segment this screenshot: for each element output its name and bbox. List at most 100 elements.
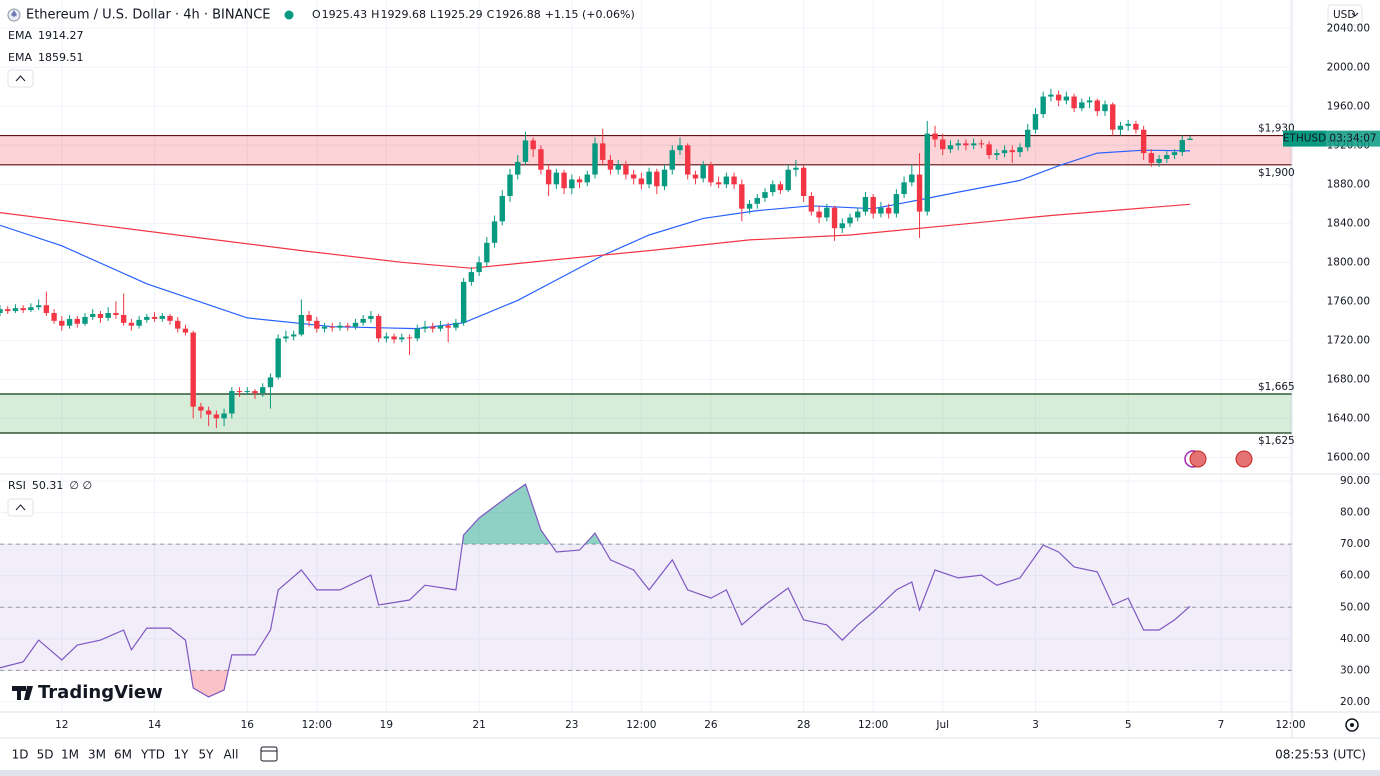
candle-body: [1071, 96, 1077, 109]
candle-body: [1048, 94, 1054, 97]
range-button[interactable]: 5D: [37, 748, 54, 762]
candle-body: [290, 334, 297, 337]
candle-body: [978, 143, 985, 145]
legend-value: 1914.27: [38, 29, 84, 42]
candle-body: [909, 174, 915, 183]
x-tick-label: 14: [148, 719, 162, 731]
y-tick-label: 1760.00: [1327, 295, 1370, 307]
candle-body: [128, 322, 135, 326]
y-tick-label: 50.00: [1340, 601, 1370, 613]
legend-name: RSI: [8, 479, 26, 492]
x-tick-label: 28: [797, 719, 810, 731]
candle-body: [66, 318, 73, 326]
candle-body: [1102, 104, 1108, 112]
candle-body: [1110, 104, 1116, 130]
candle-body: [414, 328, 420, 339]
legend-name: EMA: [8, 51, 32, 64]
chart-title: Ethereum / U.S. Dollar · 4h · BINANCE: [26, 8, 271, 23]
range-button[interactable]: 6M: [114, 748, 132, 762]
collapse-button[interactable]: [7, 69, 34, 88]
candle-body: [1001, 150, 1008, 154]
candle-body: [430, 326, 436, 329]
candle-body: [213, 414, 220, 419]
candle-body: [862, 196, 869, 212]
candle-body: [777, 184, 784, 191]
currency-button[interactable]: [1327, 4, 1363, 26]
price-tag-symbol: ETHUSD: [1283, 133, 1326, 145]
event-flag[interactable]: [1189, 450, 1207, 468]
candle-body: [476, 262, 482, 273]
candle-body: [963, 143, 969, 146]
candle-body: [932, 133, 938, 140]
x-tick-label: 21: [472, 719, 485, 731]
candle-body: [824, 207, 830, 218]
candle-body: [221, 413, 227, 419]
candle-body: [646, 171, 652, 185]
candle-body: [800, 167, 807, 197]
candle-body: [661, 169, 668, 187]
range-button[interactable]: 5Y: [199, 748, 215, 762]
y-tick-label: 80.00: [1340, 507, 1370, 519]
y-tick-label: 60.00: [1340, 570, 1370, 582]
range-button[interactable]: YTD: [140, 748, 165, 762]
price-tag: [1283, 130, 1326, 147]
candle-body: [321, 326, 328, 329]
candle-body: [360, 318, 366, 323]
candle-body: [708, 164, 714, 183]
candle-body: [51, 313, 57, 321]
candle-body: [1032, 114, 1039, 130]
candle-body: [35, 305, 42, 308]
candle-body: [399, 337, 405, 340]
currency: USD: [1333, 9, 1355, 21]
candle-body: [1164, 155, 1170, 159]
ohlc-value: 1925.43: [322, 8, 368, 21]
candle-body: [1040, 96, 1046, 115]
candle-body: [1117, 125, 1124, 130]
y-tick-label: 1960.00: [1327, 100, 1370, 112]
candle-body: [847, 217, 853, 224]
x-tick-label: 12:00: [1275, 719, 1305, 731]
y-tick-label: 20.00: [1340, 696, 1370, 708]
settings-icon[interactable]: [1345, 718, 1359, 732]
candle-body: [375, 315, 382, 339]
date-range-icon[interactable]: [260, 746, 278, 762]
range-button[interactable]: 3M: [88, 748, 106, 762]
range-button[interactable]: 1D: [12, 748, 29, 762]
candle-body: [700, 164, 706, 179]
range-button[interactable]: All: [224, 748, 239, 762]
candle-body: [1125, 123, 1131, 126]
range-button[interactable]: 1Y: [174, 748, 190, 762]
candle-body: [569, 179, 575, 189]
candle-body: [808, 196, 815, 212]
x-tick-label: 23: [565, 719, 578, 731]
candle-body: [120, 314, 127, 323]
candle-body: [615, 164, 621, 170]
candle-body: [723, 176, 730, 185]
candle-body: [1171, 152, 1178, 156]
candle-body: [329, 326, 335, 328]
candle-body: [739, 184, 745, 209]
candle-body: [460, 281, 467, 323]
candle-body: [1187, 138, 1193, 141]
candle-body: [314, 320, 320, 329]
candle-body: [236, 391, 243, 393]
event-flag[interactable]: [1235, 450, 1253, 468]
candle-body: [190, 332, 196, 407]
candle-body: [260, 387, 266, 394]
candle-body: [74, 318, 80, 324]
candle-body: [298, 314, 305, 335]
candle-body: [283, 336, 289, 339]
candle-body: [12, 308, 19, 312]
price-tag-countdown-text: 03:34:07: [1329, 133, 1376, 145]
currency-chevron: [1351, 12, 1359, 17]
collapse-button[interactable]: [7, 498, 34, 517]
candle-body: [715, 182, 722, 185]
y-tick-label: 40.00: [1340, 633, 1370, 645]
candle-body: [468, 272, 475, 282]
candle-body: [654, 171, 660, 187]
candle-body: [947, 145, 954, 150]
legend-name: EMA: [8, 29, 32, 42]
range-button[interactable]: 1M: [61, 748, 79, 762]
ohlc-label: H: [371, 8, 379, 21]
candle-body: [545, 169, 552, 185]
